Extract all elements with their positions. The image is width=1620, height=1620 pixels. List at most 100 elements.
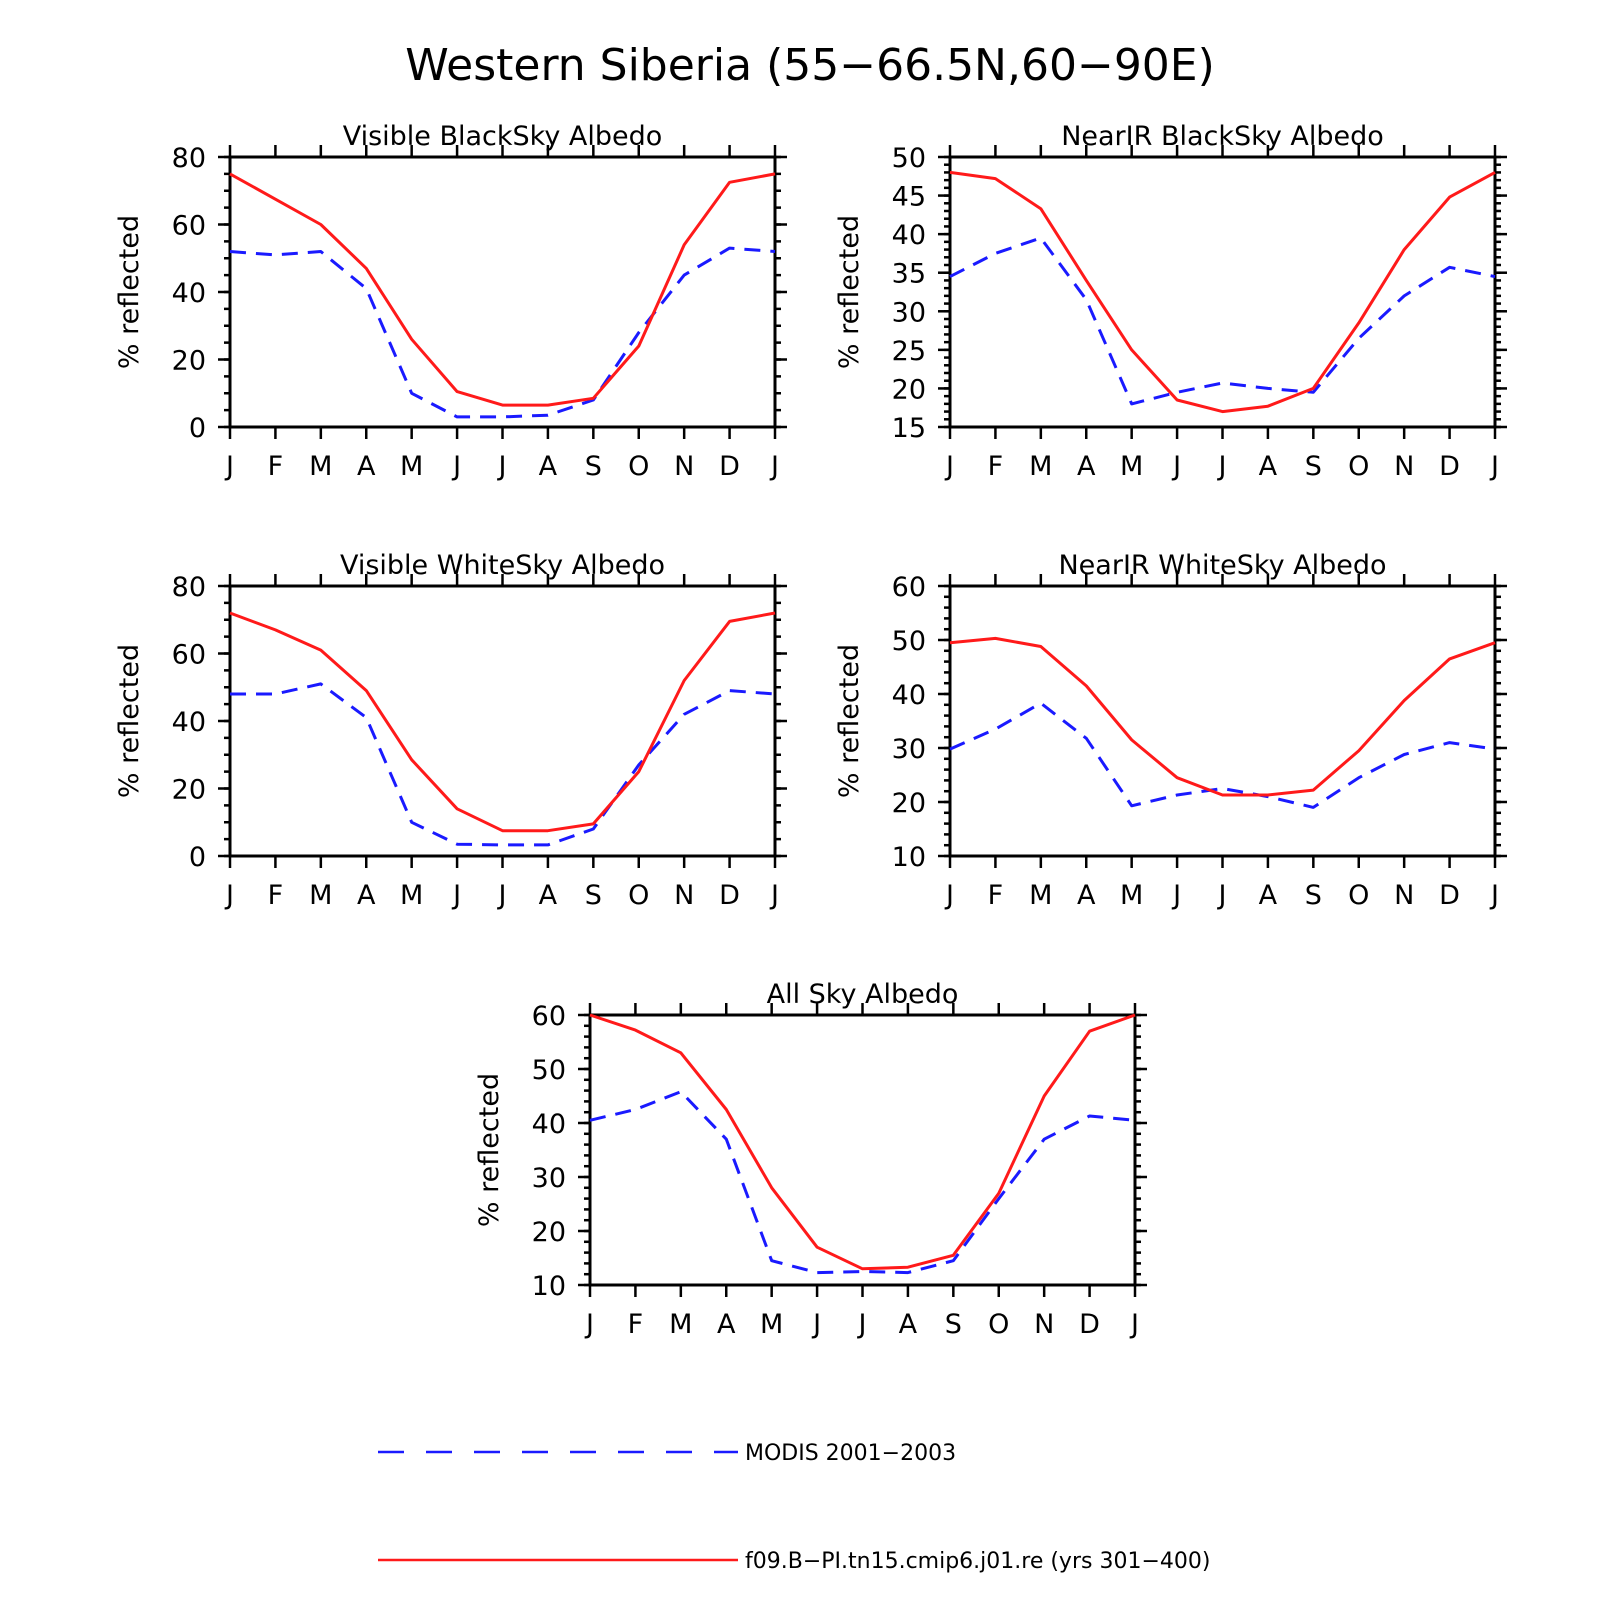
x-tick-label: O (628, 880, 649, 911)
x-tick-label: N (1394, 880, 1414, 911)
y-tick-label: 50 (892, 143, 926, 174)
x-tick-label: F (988, 451, 1004, 482)
x-tick-label: J (857, 1309, 867, 1340)
plot-frame (948, 155, 1497, 429)
x-tick-label: M (309, 451, 332, 482)
x-tick-label: O (1348, 880, 1369, 911)
series-line-model (589, 1013, 1136, 1271)
y-tick-label: 10 (892, 842, 926, 873)
legend: MODIS 2001−2003 f09.B−PI.tn15.cmip6.j01.r… (378, 1441, 1210, 1574)
y-tick-label: 0 (189, 842, 206, 873)
y-tick-label: 60 (172, 211, 206, 242)
x-tick-label: M (1029, 880, 1052, 911)
x-tick-label: J (1489, 451, 1499, 482)
x-tick-label: J (811, 1309, 821, 1340)
x-tick-label: D (719, 880, 740, 911)
legend-item: f09.B−PI.tn15.cmip6.j01.re (yrs 301−400) (378, 1549, 1210, 1574)
x-tick-label: A (717, 1309, 736, 1340)
x-tick-label: S (1305, 451, 1322, 482)
x-tick-label: J (1217, 880, 1227, 911)
x-tick-label: O (1348, 451, 1369, 482)
x-tick-label: M (400, 451, 423, 482)
y-axis-label: % reflected (834, 644, 865, 798)
x-tick-label: M (400, 880, 423, 911)
series-line-model (229, 172, 776, 407)
y-tick-label: 40 (532, 1109, 566, 1140)
x-tick-label: M (669, 1309, 692, 1340)
legend-label: MODIS 2001−2003 (745, 1441, 956, 1466)
x-tick-label: J (224, 451, 234, 482)
plot-frame (588, 1013, 1137, 1287)
x-tick-label: A (539, 880, 558, 911)
x-tick-label: J (1129, 1309, 1139, 1340)
series-line-model (229, 611, 776, 833)
x-tick-label: J (1171, 880, 1181, 911)
y-tick-label: 20 (892, 374, 926, 405)
y-axis-label: % reflected (114, 215, 145, 369)
x-tick-label: A (357, 880, 376, 911)
y-tick-label: 50 (532, 1055, 566, 1086)
x-tick-label: J (1217, 451, 1227, 482)
y-tick-label: 30 (892, 734, 926, 765)
x-tick-label: O (628, 451, 649, 482)
plot-frame (948, 584, 1497, 858)
plot-frame (228, 584, 777, 858)
y-tick-label: 35 (892, 259, 926, 290)
y-tick-label: 15 (892, 413, 926, 444)
y-tick-label: 20 (172, 775, 206, 806)
y-tick-label: 30 (532, 1163, 566, 1194)
x-tick-label: J (1489, 880, 1499, 911)
x-tick-label: J (769, 451, 779, 482)
x-tick-label: N (1394, 451, 1414, 482)
y-tick-label: 25 (892, 336, 926, 367)
x-tick-label: M (1120, 880, 1143, 911)
x-tick-label: M (1120, 451, 1143, 482)
x-tick-label: J (224, 880, 234, 911)
x-tick-label: J (497, 880, 507, 911)
series-line-modis (229, 246, 776, 419)
x-tick-label: S (1305, 880, 1322, 911)
x-tick-label: M (760, 1309, 783, 1340)
figure-title: Western Siberia (55−66.5N,60−90E) (405, 40, 1215, 91)
x-tick-label: F (988, 880, 1004, 911)
y-tick-label: 40 (172, 278, 206, 309)
x-tick-label: J (1171, 451, 1181, 482)
x-tick-label: J (497, 451, 507, 482)
x-tick-label: F (268, 451, 284, 482)
x-tick-label: A (1259, 880, 1278, 911)
x-tick-label: D (1079, 1309, 1100, 1340)
x-tick-label: J (451, 880, 461, 911)
x-tick-label: A (899, 1309, 918, 1340)
y-tick-label: 40 (892, 680, 926, 711)
x-tick-label: M (1029, 451, 1052, 482)
y-tick-label: 80 (172, 143, 206, 174)
series-line-modis (589, 1090, 1136, 1275)
x-tick-label: N (674, 880, 694, 911)
series-line-modis (949, 701, 1496, 809)
plot-frame (228, 155, 777, 429)
x-tick-label: D (719, 451, 740, 482)
y-tick-label: 60 (172, 640, 206, 671)
series-line-modis (230, 682, 776, 847)
x-tick-label: M (309, 880, 332, 911)
y-tick-label: 0 (189, 413, 206, 444)
x-tick-label: A (357, 451, 376, 482)
y-tick-label: 60 (892, 572, 926, 603)
y-tick-label: 40 (172, 707, 206, 738)
x-tick-label: N (674, 451, 694, 482)
x-tick-label: F (628, 1309, 644, 1340)
y-tick-label: 20 (892, 788, 926, 819)
legend-label: f09.B−PI.tn15.cmip6.j01.re (yrs 301−400) (745, 1549, 1210, 1574)
y-axis-label: % reflected (474, 1073, 505, 1227)
x-tick-label: J (769, 880, 779, 911)
y-tick-label: 30 (892, 297, 926, 328)
x-tick-label: A (539, 451, 558, 482)
x-tick-label: J (944, 880, 954, 911)
x-tick-label: J (584, 1309, 594, 1340)
x-tick-label: A (1259, 451, 1278, 482)
